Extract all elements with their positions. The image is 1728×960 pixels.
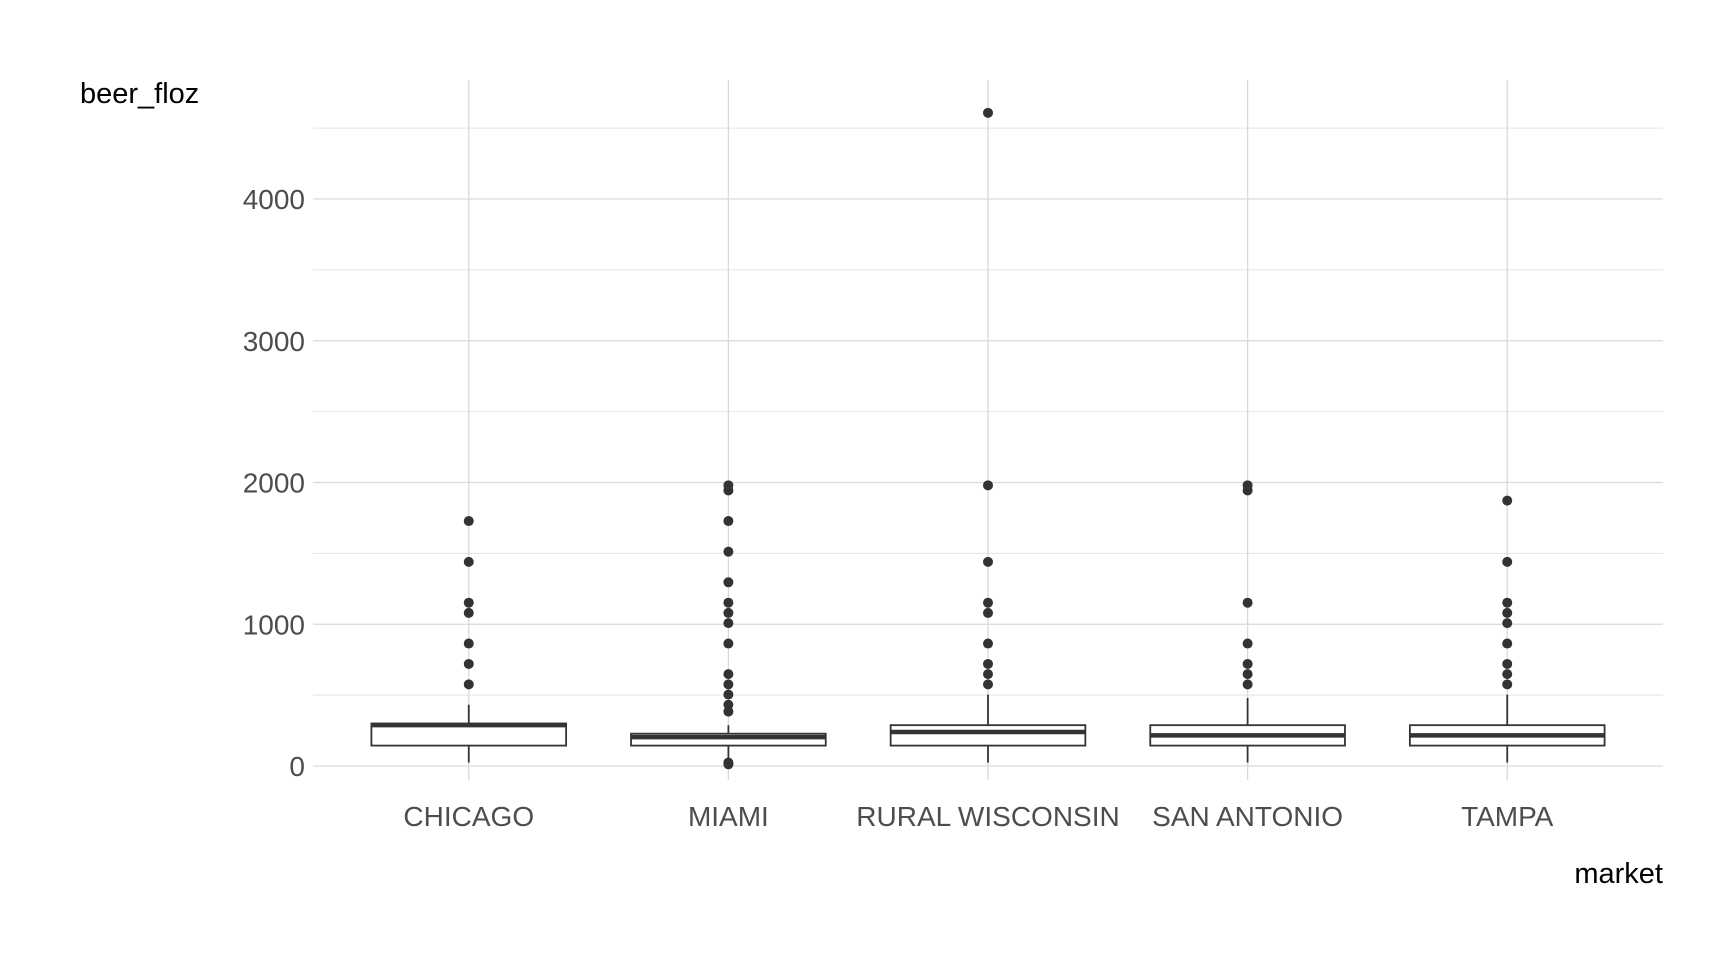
outlier-point — [1502, 495, 1513, 506]
outlier-point — [1242, 597, 1253, 608]
outlier-point — [983, 107, 993, 118]
outlier-point — [463, 679, 474, 690]
outlier-point — [983, 679, 993, 690]
box-miami — [630, 480, 827, 770]
y-tick-labels: 0 1000 2000 3000 4000 — [243, 184, 305, 782]
outlier-point — [1242, 638, 1253, 649]
outlier-point — [463, 597, 474, 608]
y-tick-label: 0 — [289, 751, 305, 782]
box-chicago — [370, 516, 568, 763]
outlier-point — [723, 699, 734, 710]
outlier-point — [983, 669, 993, 680]
outlier-point — [463, 658, 474, 669]
outlier-point — [1242, 658, 1253, 669]
box-san-antonio — [1149, 480, 1346, 763]
outlier-point — [723, 597, 734, 608]
x-tick-label: RURAL WISCONSIN — [856, 801, 1119, 832]
box-rural-wisconsin — [889, 107, 1087, 763]
outlier-point — [723, 577, 734, 588]
outlier-point — [1502, 669, 1513, 680]
outlier-point — [723, 546, 734, 557]
x-tick-label: SAN ANTONIO — [1152, 801, 1343, 832]
y-tick-label: 4000 — [243, 184, 305, 215]
box-layer — [370, 107, 1606, 770]
x-tick-label: CHICAGO — [403, 801, 534, 832]
outlier-point — [983, 607, 993, 618]
y-tick-label: 3000 — [243, 326, 305, 357]
box-iqr — [630, 732, 827, 747]
outlier-point — [983, 556, 993, 567]
outlier-point — [723, 757, 734, 768]
outlier-point — [983, 480, 993, 491]
x-axis-title: market — [1574, 858, 1663, 890]
outlier-point — [463, 556, 474, 567]
y-tick-label: 2000 — [243, 468, 305, 499]
outlier-point — [983, 658, 993, 669]
outlier-point — [1502, 607, 1513, 618]
y-axis-title: beer_floz — [80, 78, 199, 110]
outlier-point — [1242, 679, 1253, 690]
outlier-point — [1242, 480, 1253, 491]
outlier-point — [1502, 556, 1513, 567]
box-tampa — [1408, 495, 1606, 763]
outlier-point — [723, 679, 734, 690]
outlier-point — [983, 638, 993, 649]
outlier-point — [1502, 679, 1513, 690]
outlier-point — [723, 618, 734, 629]
outlier-point — [463, 638, 474, 649]
y-tick-label: 1000 — [243, 609, 305, 640]
outlier-point — [463, 516, 474, 527]
outlier-point — [1502, 658, 1513, 669]
outlier-point — [1502, 618, 1513, 629]
x-tick-label: TAMPA — [1461, 801, 1554, 832]
outlier-point — [463, 607, 474, 618]
outlier-point — [723, 638, 734, 649]
outlier-point — [723, 689, 734, 700]
outlier-point — [723, 480, 734, 491]
outlier-point — [1502, 597, 1513, 608]
outlier-point — [723, 669, 734, 680]
box-iqr — [889, 724, 1087, 747]
outlier-point — [983, 597, 993, 608]
outlier-point — [1502, 638, 1513, 649]
outlier-point — [723, 607, 734, 618]
outlier-point — [723, 516, 734, 527]
outlier-point — [1242, 669, 1253, 680]
x-tick-label: MIAMI — [688, 801, 769, 832]
x-tick-labels: CHICAGO MIAMI RURAL WISCONSIN SAN ANTONIO TA… — [403, 801, 1553, 832]
